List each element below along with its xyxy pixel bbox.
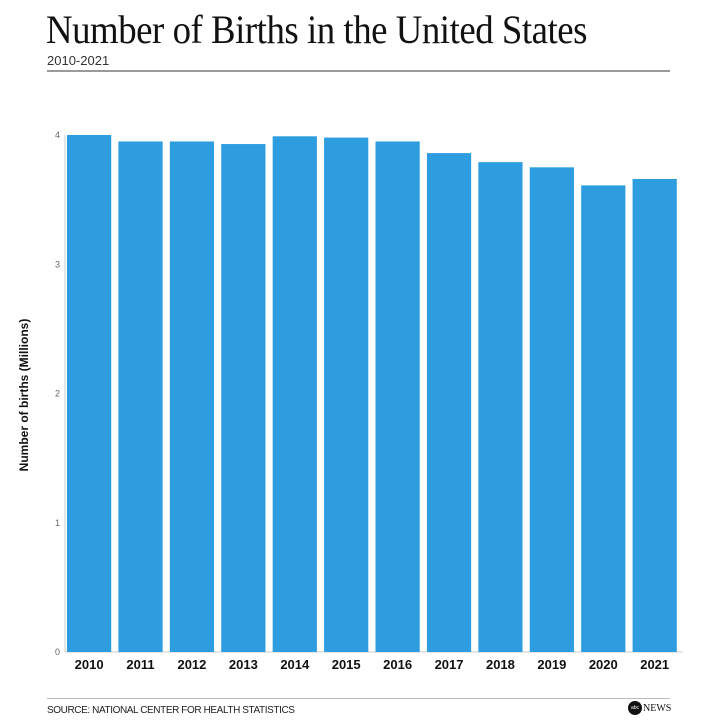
- y-tick-label: 0: [55, 647, 60, 657]
- bar-2010: [67, 135, 112, 652]
- x-tick-label: 2020: [589, 657, 618, 672]
- bar-2016: [375, 141, 420, 652]
- x-tick-label: 2014: [280, 657, 310, 672]
- y-tick-label: 4: [55, 130, 60, 140]
- abc-logo-icon: abc: [628, 701, 642, 715]
- x-tick-label: 2015: [332, 657, 361, 672]
- source-note: SOURCE: NATIONAL CENTER FOR HEALTH STATI…: [47, 705, 295, 716]
- bar-2011: [118, 141, 163, 652]
- y-tick-label: 3: [55, 259, 60, 269]
- x-tick-label: 2016: [383, 657, 412, 672]
- chart-subtitle: 2010-2021: [47, 53, 110, 68]
- bar-2018: [478, 162, 523, 652]
- bar-2017: [426, 153, 472, 652]
- x-tick-label: 2010: [75, 657, 104, 672]
- y-tick-label: 1: [55, 518, 60, 528]
- bar-2013: [221, 144, 266, 653]
- x-tick-label: 2012: [177, 657, 206, 672]
- abc-news-logo: abc NEWS: [628, 701, 671, 715]
- x-tick-label: 2021: [640, 657, 669, 672]
- bar-2012: [169, 141, 215, 652]
- x-tick-label: 2019: [537, 657, 566, 672]
- bar-2021: [632, 178, 677, 652]
- chart-title: Number of Births in the United States: [46, 7, 588, 52]
- x-tick-label: 2018: [486, 657, 515, 672]
- bar-2014: [272, 136, 317, 653]
- divider: [47, 698, 670, 699]
- divider: [47, 70, 670, 72]
- bar-2015: [324, 137, 369, 652]
- y-axis-label: Number of births (Millions): [17, 318, 31, 472]
- bar-2020: [581, 185, 626, 652]
- x-tick-label: 2011: [126, 657, 154, 672]
- x-tick-label: 2017: [435, 657, 464, 672]
- bar-2019: [529, 167, 574, 652]
- x-tick-label: 2013: [229, 657, 258, 672]
- y-tick-label: 2: [55, 389, 60, 399]
